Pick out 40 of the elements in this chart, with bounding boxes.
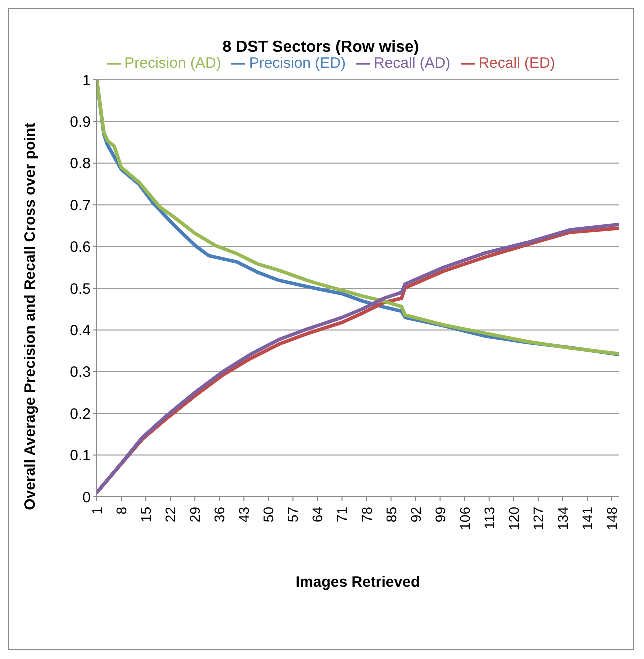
x-tick-label: 64 (310, 506, 326, 523)
x-tick-label: 134 (554, 506, 571, 530)
y-tick-label: 1 (82, 72, 91, 90)
x-tick-label: 1 (89, 506, 105, 515)
y-tick-label: 0.4 (70, 322, 91, 340)
legend-label: Recall (AD) (374, 55, 451, 72)
x-tick-label: 78 (358, 506, 375, 523)
x-tick-label: 120 (506, 506, 522, 530)
y-tick-label: 0.3 (70, 364, 91, 382)
x-tick-label: 148 (604, 506, 620, 530)
legend-label: Recall (ED) (478, 55, 556, 72)
x-tick-label: 8 (114, 506, 130, 515)
x-tick-label: 99 (432, 506, 448, 523)
chart-title: 8 DST Sectors (Row wise) (222, 39, 420, 56)
y-tick-label: 0.2 (70, 406, 91, 423)
x-tick-label: 85 (383, 506, 400, 523)
x-tick-label: 57 (285, 506, 302, 523)
y-axis-title: Overall Average Precision and Recall Cross over point (22, 123, 40, 511)
x-tick-label: 127 (530, 506, 546, 530)
y-tick-label: 0.6 (70, 239, 91, 256)
x-tick-label: 141 (579, 506, 596, 530)
legend-label: Precision (ED) (249, 55, 346, 72)
y-tick-label: 0 (82, 489, 91, 506)
x-tick-label: 71 (334, 506, 350, 523)
y-tick-label: 0.1 (70, 448, 91, 465)
y-tick-label: 0.9 (70, 114, 91, 132)
y-tick-label: 0.8 (70, 156, 91, 173)
x-tick-label: 106 (456, 506, 473, 530)
legend-label: Precision (AD) (124, 55, 222, 72)
x-tick-label: 15 (138, 506, 154, 523)
x-tick-label: 92 (408, 506, 424, 523)
x-tick-label: 22 (162, 506, 179, 523)
y-tick-label: 0.7 (70, 197, 91, 214)
x-tick-label: 50 (260, 506, 277, 523)
x-tick-label: 29 (187, 506, 204, 523)
x-tick-label: 43 (236, 506, 252, 523)
x-axis-title: Images Retrieved (296, 574, 420, 591)
x-tick-label: 113 (481, 506, 498, 530)
y-tick-label: 0.5 (70, 280, 91, 298)
x-tick-label: 36 (212, 506, 228, 523)
